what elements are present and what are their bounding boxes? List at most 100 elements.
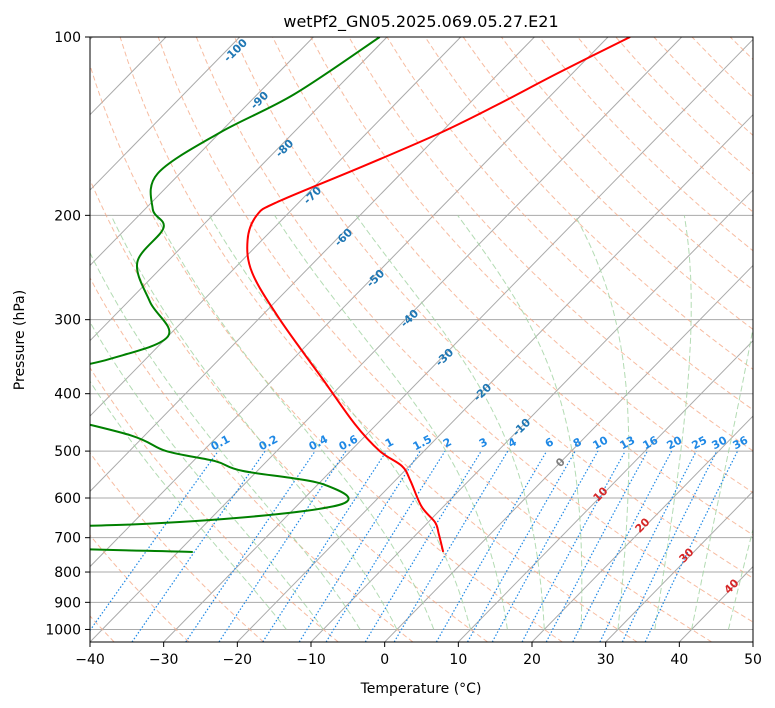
moist-adiabat-line <box>208 215 472 630</box>
x-axis-label: Temperature (°C) <box>360 681 482 697</box>
x-tick-label: −30 <box>149 652 179 668</box>
y-tick-label: 1000 <box>45 622 81 638</box>
dry-adiabat-line <box>501 37 753 291</box>
y-tick-label: 200 <box>54 208 81 224</box>
moist-adiabat-label: 40 <box>722 576 742 596</box>
dry-adiabat-line <box>90 178 488 642</box>
isotherm-line <box>163 38 753 642</box>
dewpoint-profile-line <box>90 37 381 553</box>
y-tick-label: 100 <box>54 30 81 46</box>
mixing-ratio-line <box>545 450 648 642</box>
isotherm-line <box>90 37 609 568</box>
x-tick-label: 50 <box>744 652 762 668</box>
mixing-ratio-line <box>572 450 673 642</box>
moist-adiabat-line <box>355 215 545 630</box>
isotherm-line <box>457 339 753 642</box>
moist-adiabat-line <box>727 527 753 630</box>
isotherm-line <box>384 264 753 642</box>
dry-adiabat-line <box>768 37 775 642</box>
mixing-ratio-line <box>131 450 266 642</box>
mixing-ratio-label: 36 <box>731 433 751 452</box>
dry-adiabat-line <box>272 37 753 536</box>
moist-adiabat-line <box>654 215 692 630</box>
y-tick-label: 900 <box>54 595 81 611</box>
dry-adiabat-line <box>386 37 753 411</box>
x-tick-label: 20 <box>523 652 541 668</box>
tick-layer: −40 −30 −20 −10 0 10 20 30 40 5010020030040050060… <box>45 30 762 668</box>
isotherm-line <box>531 415 753 642</box>
isotherm-line <box>90 37 388 342</box>
dry-adiabat-line <box>348 37 753 452</box>
y-tick-label: 800 <box>54 565 81 581</box>
dry-adiabat-line <box>234 37 753 579</box>
moist-adiabat-line <box>457 215 583 630</box>
isotherm-line <box>90 37 535 493</box>
mixing-ratio-line <box>90 450 219 632</box>
mixing-ratio-label: 0.2 <box>257 433 280 454</box>
plot-frame <box>89 36 754 643</box>
mixing-ratio-label: 8 <box>571 435 584 450</box>
moist-adiabat-line <box>574 215 630 630</box>
moist-adiabat-line <box>90 251 361 630</box>
mixing-ratio-line <box>435 450 548 642</box>
dry-adiabat-line <box>90 534 190 642</box>
y-tick-label: 500 <box>54 444 81 460</box>
mixing-ratio-label: 0.6 <box>337 432 361 453</box>
y-tick-label: 300 <box>54 313 81 329</box>
moist-adiabat-label: 10 <box>591 484 611 504</box>
y-tick-label: 400 <box>54 387 81 403</box>
moist-adiabat-line <box>90 380 287 630</box>
mixing-ratio-line <box>491 450 599 642</box>
mixing-ratio-label: 0.1 <box>209 433 232 454</box>
y-tick-label: 600 <box>54 491 81 507</box>
y-axis-label: Pressure (hPa) <box>12 290 28 390</box>
isotherm-label: -50 <box>364 267 388 290</box>
isotherm-line <box>605 490 753 642</box>
mixing-ratio-label: 1 <box>383 435 396 450</box>
dry-adiabat-line <box>90 63 563 642</box>
dry-adiabat-line <box>653 37 753 137</box>
x-tick-label: 40 <box>670 652 688 668</box>
mixing-ratio-label: 1.5 <box>411 433 434 454</box>
dry-adiabat-line <box>195 37 753 623</box>
mixing-ratio-line <box>644 450 739 642</box>
mixing-ratio-label: 10 <box>591 433 611 452</box>
isotherm-line <box>90 37 241 191</box>
mixing-ratio-label: 16 <box>641 433 661 452</box>
mixing-ratio-line <box>218 450 347 642</box>
mixing-ratio-label: 25 <box>690 434 710 453</box>
mixing-ratio-line <box>364 450 482 642</box>
temperature-profile-line <box>246 37 631 553</box>
isotherm-line <box>752 641 753 642</box>
isotherm-label: -60 <box>332 226 356 249</box>
dry-adiabat-line <box>157 37 712 642</box>
mixing-ratio-line <box>185 450 316 642</box>
mixing-ratio-line <box>521 450 626 642</box>
x-tick-label: −20 <box>223 652 253 668</box>
mixing-ratio-label: 2 <box>441 435 454 450</box>
moist-adiabat-line <box>155 215 435 630</box>
dry-adiabat-line <box>310 37 753 494</box>
dry-adiabat-line <box>119 37 638 642</box>
chart-title: wetPf2_GN05.2025.069.05.27.E21 <box>283 12 558 32</box>
mixing-ratio-line <box>298 450 421 642</box>
isotherm-line <box>90 37 683 642</box>
dry-adiabat-line <box>90 276 414 642</box>
isotherm-label: -20 <box>471 381 495 404</box>
mixing-ratio-label: 6 <box>543 435 556 450</box>
series-layer <box>90 37 631 553</box>
moist-adiabat-label: 20 <box>633 515 653 535</box>
moist-adiabat-line <box>110 215 398 630</box>
mixing-ratio-line <box>599 450 697 642</box>
mixing-ratio-line <box>262 450 387 642</box>
y-tick-label: 700 <box>54 531 81 547</box>
mixing-ratio-label: 13 <box>618 434 638 453</box>
moist-adiabat-line <box>90 321 324 630</box>
moist-adiabat-label: 30 <box>677 545 697 565</box>
x-tick-label: −40 <box>75 652 105 668</box>
x-tick-label: 10 <box>449 652 467 668</box>
mixing-ratio-line <box>466 450 576 642</box>
mixing-ratio-line <box>393 450 509 642</box>
grid-layer <box>90 37 775 642</box>
